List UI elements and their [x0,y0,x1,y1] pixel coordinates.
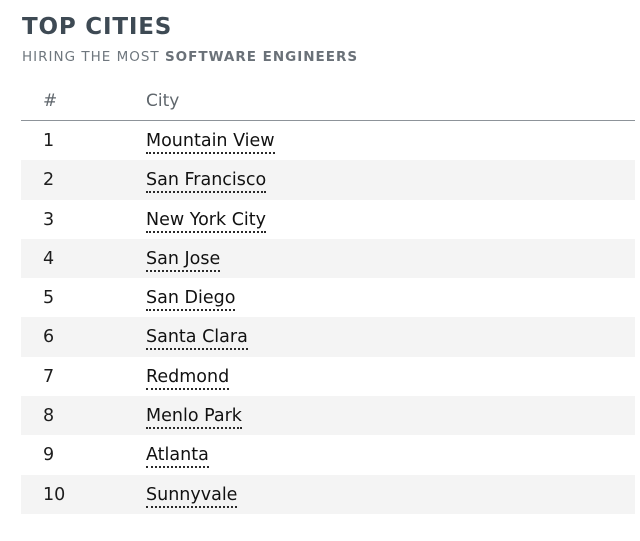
city-link[interactable]: Atlanta [146,445,209,469]
rank-cell: 9 [43,445,55,466]
rank-cell: 5 [43,288,55,309]
city-link[interactable]: San Francisco [146,170,267,194]
city-link[interactable]: San Diego [146,288,236,312]
rank-cell: 6 [43,327,55,348]
table-row: 6 Santa Clara [21,317,635,357]
rank-cell: 2 [43,170,55,191]
rank-cell: 8 [43,406,55,427]
table-row: 2 San Francisco [21,160,635,200]
page-subtitle: HIRING THE MOST SOFTWARE ENGINEERS [22,48,358,66]
city-link[interactable]: Menlo Park [146,406,242,430]
page-title: TOP CITIES [22,14,173,40]
table-row: 3 New York City [21,200,635,239]
table-row: 9 Atlanta [21,435,635,474]
rank-cell: 7 [43,366,55,387]
city-link[interactable]: Redmond [146,366,230,390]
city-link[interactable]: San Jose [146,248,221,272]
city-link[interactable]: Santa Clara [146,327,248,351]
city-link[interactable]: Sunnyvale [146,484,238,508]
rank-cell: 10 [43,484,66,505]
subtitle-prefix: HIRING THE MOST [22,49,165,65]
table-row: 10 Sunnyvale [21,474,635,514]
city-link[interactable]: Mountain View [146,131,275,154]
table-row: 5 San Diego [21,278,635,317]
rank-column-header: # [43,91,58,111]
table-row: 8 Menlo Park [21,396,635,436]
table-row: 7 Redmond [21,357,635,396]
cities-table: # City 1 Mountain View 2 San Francisco 3… [21,82,635,514]
rank-cell: 4 [43,248,55,269]
table-header: # City [21,82,635,121]
rank-cell: 1 [43,131,55,151]
city-link[interactable]: New York City [146,209,266,233]
table-row: 1 Mountain View [21,121,635,160]
subtitle-emphasis: SOFTWARE ENGINEERS [164,49,359,65]
city-column-header: City [146,91,180,111]
rank-cell: 3 [43,209,55,230]
table-body: 1 Mountain View 2 San Francisco 3 New Yo… [21,121,635,514]
table-row: 4 San Jose [21,238,635,279]
